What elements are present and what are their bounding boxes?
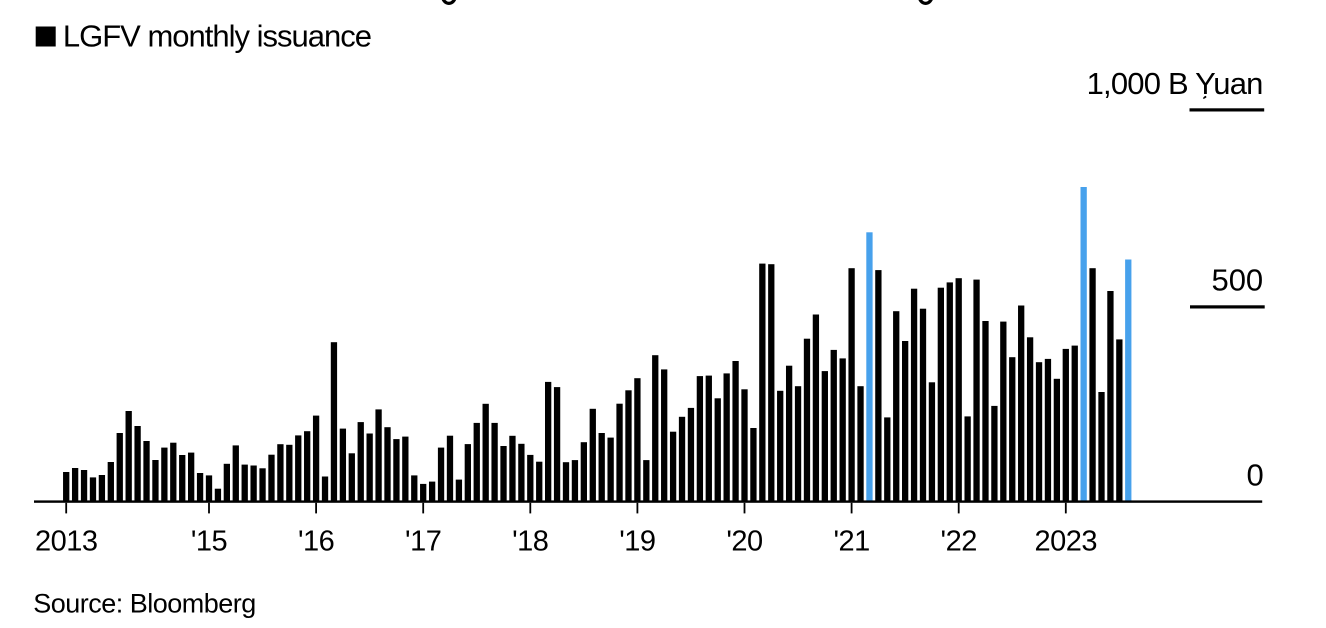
svg-text:'22: '22 (941, 526, 977, 558)
svg-text:'18: '18 (512, 526, 548, 558)
svg-text:2013: 2013 (35, 526, 98, 558)
svg-text:'20: '20 (726, 526, 762, 558)
svg-text:0: 0 (1246, 457, 1263, 492)
svg-text:'15: '15 (191, 526, 227, 558)
svg-text:2023: 2023 (1035, 526, 1098, 558)
svg-text:1,000 B Yuan: 1,000 B Yuan (1087, 66, 1263, 101)
svg-text:500: 500 (1211, 262, 1263, 297)
svg-text:'19: '19 (619, 526, 655, 558)
svg-text:LGFV monthly issuance: LGFV monthly issuance (63, 19, 371, 54)
svg-text:'16: '16 (298, 526, 334, 558)
svg-text:'17: '17 (405, 526, 441, 558)
svg-text:'21: '21 (833, 526, 869, 558)
svg-text:Source: Bloomberg: Source: Bloomberg (33, 588, 256, 618)
